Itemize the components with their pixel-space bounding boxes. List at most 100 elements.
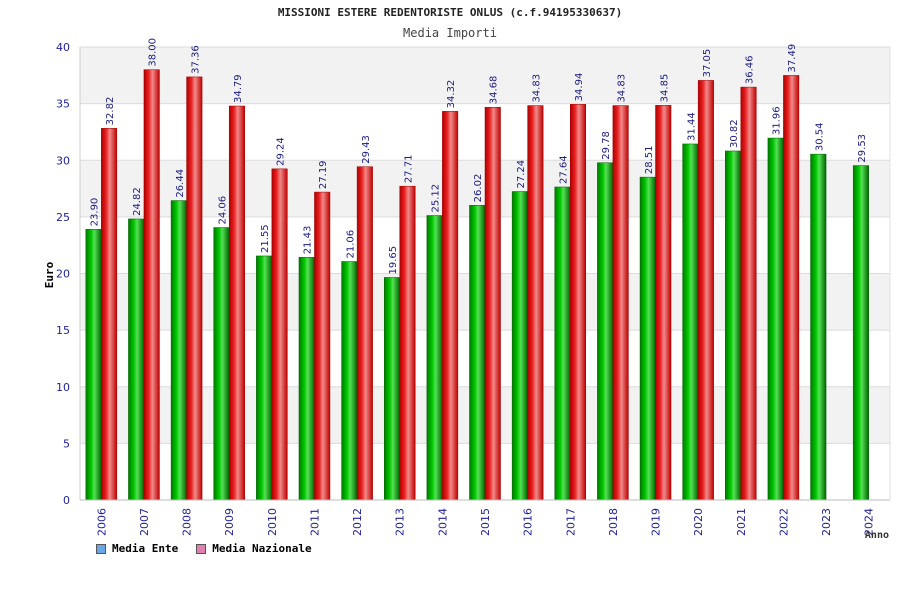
bar-media-nazionale	[697, 80, 714, 501]
bar-media-nazionale	[271, 168, 288, 501]
bar-media-nazionale	[527, 105, 544, 501]
y-tick-label: 25	[56, 211, 70, 224]
value-label-media-ente: 24.06	[217, 196, 228, 225]
value-label-media-nazionale: 29.24	[276, 137, 287, 166]
value-label-media-nazionale: 27.19	[318, 160, 329, 189]
y-tick-label: 10	[56, 381, 70, 394]
value-label-media-ente: 30.82	[729, 119, 740, 148]
bar-media-ente	[852, 165, 869, 501]
bar-media-ente	[725, 150, 742, 501]
value-label-media-ente: 29.78	[601, 131, 612, 160]
value-label-media-ente: 28.51	[644, 145, 655, 174]
bar-media-nazionale	[655, 105, 672, 501]
value-label-media-nazionale: 34.32	[446, 80, 457, 109]
value-label-media-nazionale: 37.36	[190, 45, 201, 74]
bar-media-ente	[85, 229, 102, 501]
value-label-media-ente: 29.53	[857, 134, 868, 163]
bar-media-ente	[810, 153, 827, 501]
value-label-media-ente: 27.24	[516, 160, 527, 189]
bar-media-nazionale	[143, 69, 160, 501]
chart-subtitle: Media Importi	[403, 26, 497, 40]
value-label-media-nazionale: 34.68	[489, 76, 500, 105]
y-tick-label: 20	[56, 268, 70, 281]
value-label-media-nazionale: 29.43	[361, 135, 372, 164]
bar-media-ente	[383, 277, 400, 501]
x-tick-label: 2010	[266, 508, 279, 536]
bar-media-ente	[213, 227, 230, 501]
legend-label-media-nazionale: Media Nazionale	[212, 542, 312, 555]
y-tick-label: 0	[63, 494, 70, 507]
x-tick-label: 2009	[223, 508, 236, 536]
bar-media-nazionale	[314, 191, 331, 501]
y-tick-label: 15	[56, 324, 70, 337]
x-tick-label: 2016	[522, 508, 535, 536]
bar-media-nazionale	[101, 128, 118, 501]
axes-group	[79, 47, 891, 501]
x-tick-label: 2019	[650, 508, 663, 536]
y-axis-label: Euro	[43, 261, 56, 288]
bar-media-nazionale	[356, 166, 373, 501]
bar-media-nazionale	[612, 105, 629, 501]
x-tick-label: 2013	[394, 508, 407, 536]
bar-media-nazionale	[740, 86, 757, 501]
bar-media-ente	[767, 137, 784, 501]
value-label-media-nazionale: 34.94	[574, 73, 585, 102]
value-label-media-nazionale: 37.49	[787, 44, 798, 73]
value-label-media-ente: 31.44	[686, 112, 697, 141]
value-label-media-ente: 23.90	[90, 198, 101, 227]
bar-media-ente	[639, 176, 656, 501]
legend-label-media-ente: Media Ente	[112, 542, 179, 555]
value-label-media-ente: 27.64	[559, 155, 570, 184]
legend-swatch-media-nazionale	[196, 543, 207, 554]
x-tick-label: 2015	[479, 508, 492, 536]
y-tick-label: 35	[56, 98, 70, 111]
x-tick-label: 2024	[863, 508, 876, 536]
bar-media-nazionale	[570, 104, 587, 501]
value-label-media-nazionale: 27.71	[403, 155, 414, 184]
value-label-media-ente: 26.02	[473, 174, 484, 203]
bar-media-ente	[256, 255, 273, 501]
x-axis-label: Anno	[865, 530, 889, 541]
value-label-media-ente: 31.96	[772, 106, 783, 135]
value-label-media-nazionale: 37.05	[702, 49, 713, 78]
y-tick-label: 5	[63, 437, 70, 450]
bar-media-ente	[554, 186, 571, 501]
value-label-media-nazionale: 36.46	[745, 55, 756, 84]
bar-media-ente	[469, 205, 486, 501]
value-label-media-ente: 30.54	[814, 122, 825, 151]
x-tick-label: 2011	[308, 508, 321, 536]
value-label-media-ente: 26.44	[175, 169, 186, 198]
bar-media-ente	[128, 218, 145, 501]
bar-media-ente	[426, 215, 443, 501]
bar-media-ente	[170, 200, 187, 501]
value-label-media-ente: 24.82	[132, 187, 143, 216]
y-tick-label: 40	[56, 41, 70, 54]
bar-media-nazionale	[399, 185, 416, 501]
value-labels-group: 23.90 32.82 24.82 38.00 26.44 37.36 24.06 34.79…	[90, 38, 868, 274]
y-tick-label: 30	[56, 154, 70, 167]
x-tick-label: 2023	[820, 508, 833, 536]
value-label-media-nazionale: 34.83	[531, 74, 542, 103]
value-label-media-nazionale: 38.00	[148, 38, 159, 67]
value-label-media-nazionale: 34.79	[233, 74, 244, 103]
x-tick-label: 2008	[181, 508, 194, 536]
bar-media-nazionale	[484, 106, 501, 501]
value-label-media-ente: 21.55	[260, 224, 271, 253]
x-tick-label: 2021	[735, 508, 748, 536]
x-tick-label: 2007	[138, 508, 151, 536]
value-label-media-nazionale: 34.85	[659, 74, 670, 103]
bar-media-nazionale	[783, 75, 800, 501]
legend: Media Ente Media Nazionale	[96, 542, 312, 555]
value-label-media-ente: 25.12	[431, 184, 442, 213]
x-tick-label: 2017	[564, 508, 577, 536]
bar-media-nazionale	[228, 105, 245, 501]
value-label-media-nazionale: 34.83	[617, 74, 628, 103]
x-tick-label: 2012	[351, 508, 364, 536]
bar-media-nazionale	[186, 76, 203, 501]
legend-item-media-ente: Media Ente	[96, 542, 178, 555]
bar-media-nazionale	[442, 111, 459, 501]
x-tick-label: 2006	[95, 508, 108, 536]
bar-media-ente	[341, 261, 358, 501]
